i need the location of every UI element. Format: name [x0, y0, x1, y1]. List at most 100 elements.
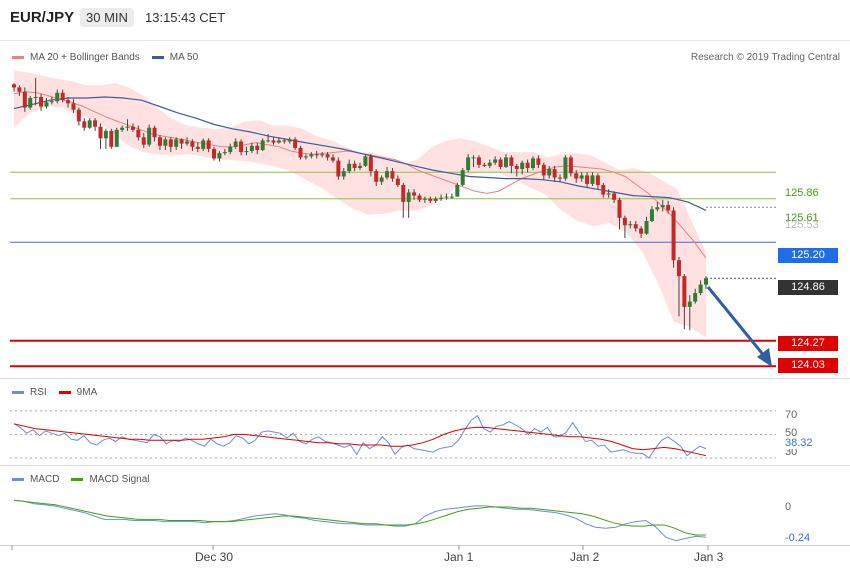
macd-line: [13, 499, 707, 542]
panel-divider-2: [0, 465, 850, 466]
candle-body: [493, 159, 498, 163]
candle-body: [98, 126, 103, 139]
candle-body: [190, 141, 195, 147]
candle-body: [514, 165, 519, 170]
candle-body: [276, 140, 281, 143]
candle-body: [147, 127, 152, 145]
legend-ma20-label: MA 20 + Bollinger Bands: [30, 52, 140, 63]
legend-ma50-label: MA 50: [169, 52, 199, 63]
candle-body: [698, 284, 703, 294]
candle-body: [255, 145, 260, 150]
candle-body: [601, 184, 606, 195]
candle-body: [666, 205, 671, 211]
legend-ma50-swatch: [151, 56, 164, 59]
candle-body: [347, 163, 352, 172]
candle-body: [482, 164, 487, 166]
candle-body: [212, 148, 217, 159]
candle-body: [509, 157, 514, 166]
macd-last-value: -0.24: [785, 532, 811, 544]
candle-body: [125, 126, 130, 128]
ma50-line: [13, 96, 707, 211]
candle-body: [547, 169, 552, 176]
candle-body: [455, 184, 460, 197]
rsi-last-value: 38.32: [785, 437, 813, 449]
candle-body: [693, 293, 698, 302]
candle-body: [536, 158, 541, 165]
candle-body: [87, 120, 92, 128]
legend-macd-signal-label: MACD Signal: [89, 474, 150, 485]
panel-divider-1: [0, 378, 850, 379]
candle-body: [471, 157, 476, 159]
candle-body: [358, 165, 362, 168]
rsi-line: [13, 414, 707, 459]
macd-signal-line: [13, 499, 706, 536]
candle-body: [303, 156, 308, 158]
rsi-legend: RSI 9MA: [12, 387, 97, 398]
legend-macd-signal-swatch: [71, 478, 84, 481]
candle-body: [428, 198, 433, 201]
forecast-arrow-head: [757, 348, 772, 367]
legend-macd-label: MACD: [30, 474, 60, 485]
candle-body: [195, 146, 200, 149]
time-axis-line: [0, 545, 850, 546]
candle-body: [152, 127, 157, 138]
timeframe-badge[interactable]: 30 MIN: [80, 8, 134, 27]
candle-body: [449, 196, 454, 198]
candle-body: [163, 139, 168, 146]
candle-body: [136, 129, 141, 138]
price-tag-125-20: 125.20: [778, 248, 838, 263]
candle-body: [244, 151, 249, 153]
candle-body: [422, 198, 427, 200]
candle-body: [271, 140, 276, 143]
candle-body: [417, 195, 422, 200]
candle-body: [433, 198, 438, 201]
candle-body: [201, 140, 206, 149]
candle-body: [476, 157, 481, 165]
candle-body: [444, 196, 449, 198]
price-tag-125-61: 125.61: [785, 212, 819, 224]
candle-body: [157, 137, 162, 146]
candle-body: [558, 177, 563, 179]
hidden-price-tick: 125.53: [785, 219, 819, 231]
candle-body: [103, 130, 108, 139]
candle-body: [249, 145, 254, 152]
candle-body: [320, 154, 325, 156]
x-label-jan-3: Jan 3: [694, 550, 724, 564]
candle-body: [22, 91, 27, 108]
candle-body: [109, 130, 114, 147]
rsi-tick-50: 50: [785, 427, 798, 439]
candle-body: [217, 153, 222, 159]
candle-body: [552, 169, 557, 178]
candle-body: [687, 301, 692, 307]
candle-body: [120, 127, 125, 130]
candle-body: [412, 192, 417, 196]
candle-body: [379, 177, 384, 182]
candle-body: [498, 159, 503, 167]
candle-body: [141, 137, 146, 145]
candle-body: [374, 171, 379, 182]
candle-body: [309, 154, 314, 157]
candle-body: [385, 171, 390, 178]
legend-rsi-swatch: [12, 391, 24, 394]
candle-body: [660, 205, 665, 208]
candle-body: [260, 140, 265, 150]
x-label-dec-30: Dec 30: [195, 550, 234, 564]
rsi-9ma-line: [13, 423, 707, 457]
candle-body: [617, 199, 622, 218]
legend-rsi-label: RSI: [30, 387, 47, 398]
candle-body: [644, 221, 649, 234]
candle-body: [390, 171, 395, 179]
candle-body: [93, 120, 98, 127]
candle-body: [28, 98, 33, 108]
candle-body: [287, 139, 292, 142]
price-tag-124-27: 124.27: [778, 336, 838, 351]
candle-body: [639, 228, 644, 234]
candle-body: [239, 141, 244, 153]
candle-body: [655, 207, 660, 210]
legend-ma20-swatch: [12, 56, 24, 59]
candle-body: [466, 157, 471, 171]
candle-body: [222, 152, 227, 154]
macd-legend: MACD MACD Signal: [12, 474, 149, 485]
candle-body: [406, 192, 411, 202]
symbol-label: EUR/JPY: [10, 9, 75, 26]
